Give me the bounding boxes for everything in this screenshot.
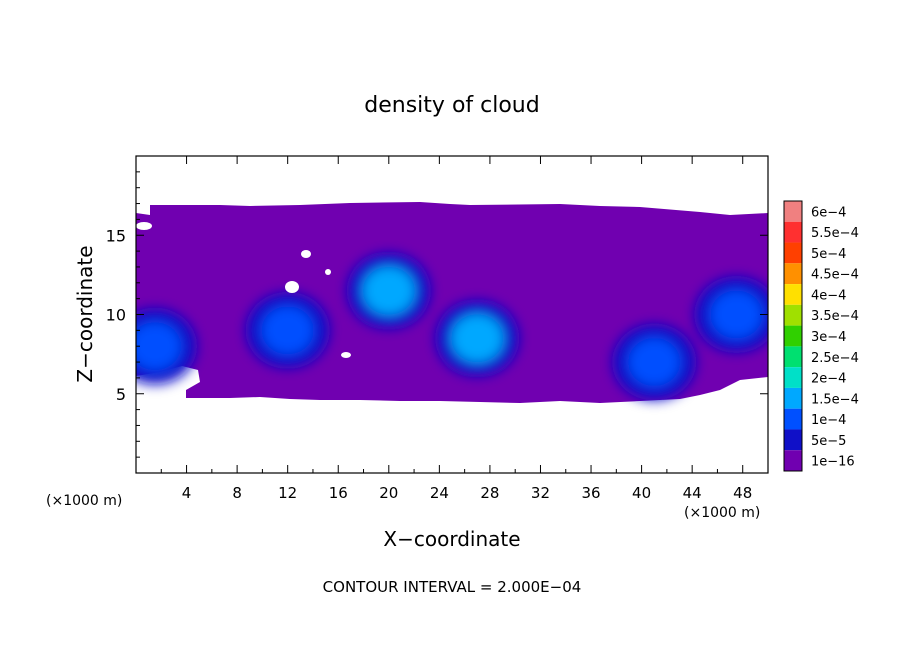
colorbar-label: 2e−4: [811, 372, 846, 387]
colorbar-swatch: [784, 450, 802, 471]
colorbar-swatch: [784, 387, 802, 409]
colorbar-label: 4.5e−4: [811, 268, 859, 283]
cloud-feature-core: [451, 314, 504, 363]
x-axis-ticks: 4 8 12 16 20 24 28 32 36 40 44 48: [160, 156, 752, 502]
chart-title: density of cloud: [364, 93, 539, 118]
colorbar-label: 1.5e−4: [811, 392, 859, 407]
colorbar: 6e−4 5.5e−4 5e−4 4.5e−4 4e−4 3.5e−4 3e−4 2.5e−4…: [783, 200, 859, 472]
x-tick-label: 36: [581, 484, 600, 502]
colorbar-label: 3e−4: [811, 330, 846, 345]
colorbar-swatch: [784, 304, 802, 326]
colorbar-swatch: [784, 284, 802, 305]
y-tick-label: 10: [106, 306, 126, 325]
x-tick-label: 4: [182, 484, 192, 502]
cloud-feature-layer: [136, 252, 768, 401]
contour-interval-note: CONTOUR INTERVAL = 2.000E−04: [323, 578, 582, 596]
colorbar-swatch: [784, 242, 802, 264]
colorbar-label: 1e−16: [811, 455, 855, 470]
colorbar-swatch: [784, 263, 802, 285]
x-tick-label: 20: [379, 484, 398, 502]
x-tick-label: 48: [733, 484, 752, 502]
colorbar-swatch: [784, 346, 802, 368]
x-tick-label: 28: [480, 484, 499, 502]
clear-air-holes: [136, 222, 351, 358]
colorbar-frame: [783, 200, 803, 472]
cloud-feature-core: [261, 306, 314, 355]
cloud-feature-core: [628, 338, 681, 387]
x-tick-label: 32: [531, 484, 550, 502]
colorbar-swatch: [784, 367, 802, 388]
cloud-feature-core: [136, 322, 181, 371]
colorbar-swatch: [784, 325, 802, 347]
colorbar-label: 5.5e−4: [811, 226, 859, 241]
x-unit-left: (×1000 m): [46, 493, 122, 509]
x-tick-label: 40: [632, 484, 651, 502]
colorbar-swatch: [784, 408, 802, 430]
x-tick-label: 8: [232, 484, 242, 502]
x-tick-label: 16: [329, 484, 348, 502]
colorbar-label: 2.5e−4: [811, 351, 859, 366]
x-axis-label: X−coordinate: [383, 527, 520, 551]
colorbar-label: 6e−4: [811, 205, 846, 220]
y-tick-label: 5: [116, 385, 126, 404]
colorbar-swatch: [784, 201, 802, 222]
x-unit-right: (×1000 m): [684, 505, 760, 521]
cloud-feature-core: [362, 266, 415, 315]
x-tick-label: 24: [430, 484, 449, 502]
colorbar-swatch: [784, 221, 802, 243]
x-tick-label: 44: [683, 484, 702, 502]
colorbar-label: 5e−4: [811, 247, 846, 262]
y-axis-label: Z−coordinate: [73, 245, 97, 382]
x-tick-label: 12: [278, 484, 297, 502]
colorbar-swatch: [784, 429, 802, 451]
y-tick-label: 15: [106, 226, 126, 245]
y-axis-ticks: 5 10 15: [106, 171, 768, 458]
cloud-feature-core: [710, 290, 763, 339]
colorbar-label: 3.5e−4: [811, 309, 859, 324]
colorbar-label: 4e−4: [811, 288, 846, 303]
colorbar-label: 1e−4: [811, 413, 846, 428]
colorbar-label: 5e−5: [811, 434, 846, 449]
